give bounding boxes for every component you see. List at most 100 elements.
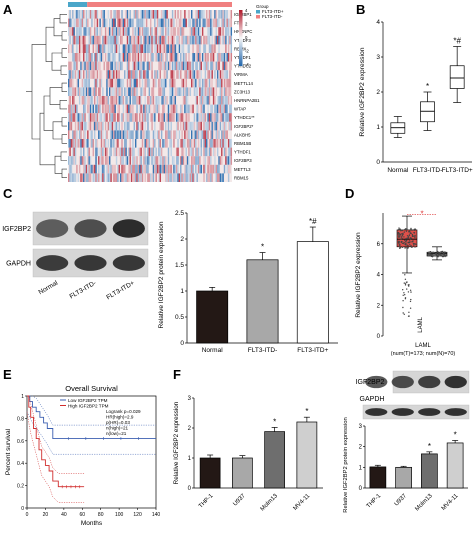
color-scale-tick-label: 4 [245,8,248,13]
heatmap-cell [91,164,93,174]
heatmap-cell [91,18,93,28]
heatmap-cell [85,96,88,105]
heatmap-cell [141,173,144,182]
heatmap-cell [132,70,134,79]
heatmap-cell [109,78,111,88]
tumor-point [405,228,407,230]
heatmap-cell [114,96,116,105]
heatmap-cell [70,18,73,28]
heatmap-cell [155,164,157,174]
heatmap-cell [139,35,141,45]
heatmap-cell [167,130,170,139]
heatmap-cell [95,121,97,131]
heatmap-cell [175,121,178,131]
color-scale-tick-label: 0 [245,35,248,40]
heatmap-cell [196,70,198,79]
heatmap-cell [117,130,119,139]
tumor-point [414,246,416,248]
heatmap-cell [92,113,95,122]
heatmap-cell [186,173,189,182]
heatmap-cell [74,156,77,165]
heatmap-cell [144,121,146,131]
heatmap-cell [107,27,110,36]
heatmap-cell [147,96,149,105]
heatmap-cell [73,147,75,157]
heatmap-cell [218,61,220,71]
heatmap-cell [140,130,142,139]
heatmap-cell [111,61,114,71]
heatmap-cell [136,78,138,88]
heatmap-cell [211,164,213,174]
heatmap-cell [160,44,163,53]
heatmap-cell [134,78,137,88]
heatmap-cell [81,87,84,96]
heatmap-row-label: IGF2BP2* [234,124,254,129]
heatmap-cell [111,130,114,139]
heatmap-cell [221,96,223,105]
heatmap-cell [85,173,88,182]
tumor-point [409,244,411,246]
blot-lane-label: FLT3-ITD- [68,280,97,301]
heatmap-cell [223,53,226,62]
heatmap-cell [225,10,227,19]
heatmap-cell [141,164,144,174]
heatmap-cell [200,113,202,122]
heatmap-cell [145,27,148,36]
heatmap-cell [203,156,205,165]
heatmap-cell [192,70,194,79]
heatmap-cell [83,139,85,148]
heatmap-cell [91,113,93,122]
heatmap-cell [173,44,175,53]
heatmap-cell [195,139,197,148]
heatmap-cell [219,139,222,148]
heatmap-cell [137,44,140,53]
heatmap-cell [162,35,164,45]
heatmap-cell [177,139,179,148]
heatmap-cell [132,44,134,53]
heatmap-cell [192,156,194,165]
heatmap-cell [173,27,175,36]
heatmap-cell [132,61,134,71]
heatmap-cell [143,104,145,114]
heatmap-cell [148,147,151,157]
heatmap-cell [109,18,111,28]
heatmap-cell [92,164,95,174]
heatmap-cell [185,130,187,139]
heatmap-cell [185,61,187,71]
heatmap-cell [93,164,96,174]
heatmap-cell [124,173,126,182]
heatmap-cell [160,156,163,165]
heatmap-cell [196,96,198,105]
tumor-point [399,246,401,248]
heatmap-cell [118,121,120,131]
heatmap-cell [184,139,186,148]
normal-point [427,254,429,256]
heatmap-cell [74,70,77,79]
heatmap-cell [126,18,129,28]
heatmap-cell [113,104,115,114]
heatmap-cell [158,35,160,45]
heatmap-cell [89,139,92,148]
x-tick-label: 120 [133,512,142,518]
heatmap-cell [132,147,134,157]
tumor-point [398,232,400,235]
heatmap-cell [226,70,228,79]
heatmap-cell [124,147,126,157]
heatmap-cell [70,61,73,71]
heatmap-cell [100,156,103,165]
heatmap-cell [134,27,137,36]
heatmap-cell [210,44,212,53]
heatmap-cell [171,78,174,88]
survival-stat: HR(high)=2.9 [106,415,134,420]
heatmap-cell [99,70,101,79]
heatmap-cell [189,104,192,114]
heatmap-cell [185,78,187,88]
tumor-point [399,228,401,230]
heatmap-cell [128,35,130,45]
heatmap-cell [150,27,152,36]
heatmap-cell [219,53,222,62]
heatmap-cell [165,130,167,139]
heatmap-cell [72,78,74,88]
heatmap-cell [175,164,178,174]
heatmap-cell [89,96,92,105]
